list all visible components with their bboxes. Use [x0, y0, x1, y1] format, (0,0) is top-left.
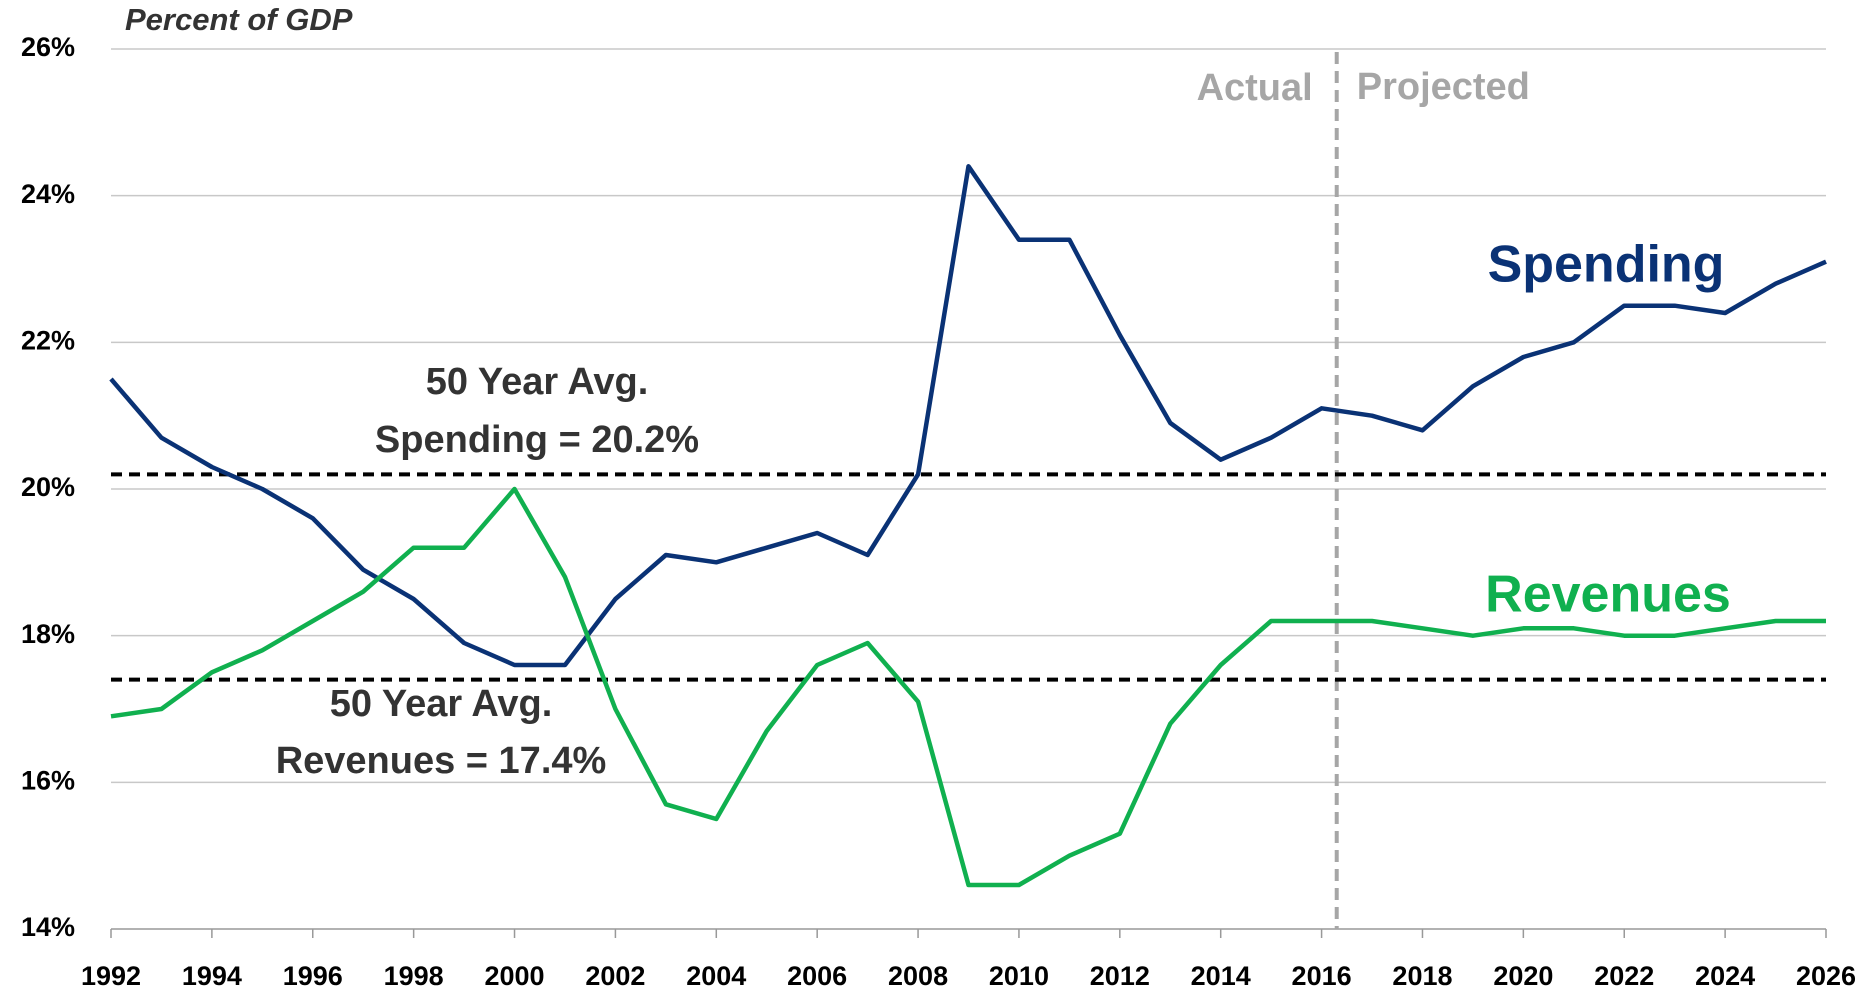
x-tick-label: 1994 — [182, 961, 242, 991]
reference-label: 50 Year Avg. — [330, 683, 553, 725]
series-label: Revenues — [1485, 566, 1731, 624]
x-tick-label: 1996 — [283, 961, 343, 991]
x-tick-label: 2010 — [989, 961, 1049, 991]
y-tick-label: 14% — [21, 912, 75, 942]
x-tick-label: 2014 — [1191, 961, 1251, 991]
series-label: Spending — [1488, 236, 1725, 294]
divider-right-label: Projected — [1357, 66, 1530, 108]
x-tick-label: 1992 — [81, 961, 141, 991]
x-tick-label: 2000 — [484, 961, 544, 991]
y-tick-label: 20% — [21, 472, 75, 502]
y-tick-label: 24% — [21, 179, 75, 209]
reference-label: Spending = 20.2% — [375, 419, 699, 461]
y-axis-label: Percent of GDP — [125, 2, 353, 37]
x-tick-label: 2022 — [1594, 961, 1654, 991]
y-tick-label: 22% — [21, 325, 75, 355]
y-tick-label: 18% — [21, 619, 75, 649]
x-tick-label: 2006 — [787, 961, 847, 991]
x-tick-label: 2018 — [1392, 961, 1452, 991]
x-tick-label: 1998 — [384, 961, 444, 991]
x-tick-label: 2002 — [585, 961, 645, 991]
y-tick-label: 26% — [21, 32, 75, 62]
series-line — [109, 164, 1827, 668]
y-tick-label: 16% — [21, 765, 75, 795]
x-tick-label: 2024 — [1695, 961, 1755, 991]
x-tick-label: 2026 — [1796, 961, 1856, 991]
x-tick-label: 2020 — [1493, 961, 1553, 991]
reference-label: 50 Year Avg. — [426, 361, 649, 403]
x-tick-label: 2004 — [686, 961, 746, 991]
x-tick-label: 2008 — [888, 961, 948, 991]
series-line — [110, 486, 1826, 888]
x-tick-label: 2012 — [1090, 961, 1150, 991]
x-tick-label: 2016 — [1292, 961, 1352, 991]
reference-label: Revenues = 17.4% — [276, 740, 607, 782]
divider-left-label: Actual — [1197, 67, 1313, 109]
